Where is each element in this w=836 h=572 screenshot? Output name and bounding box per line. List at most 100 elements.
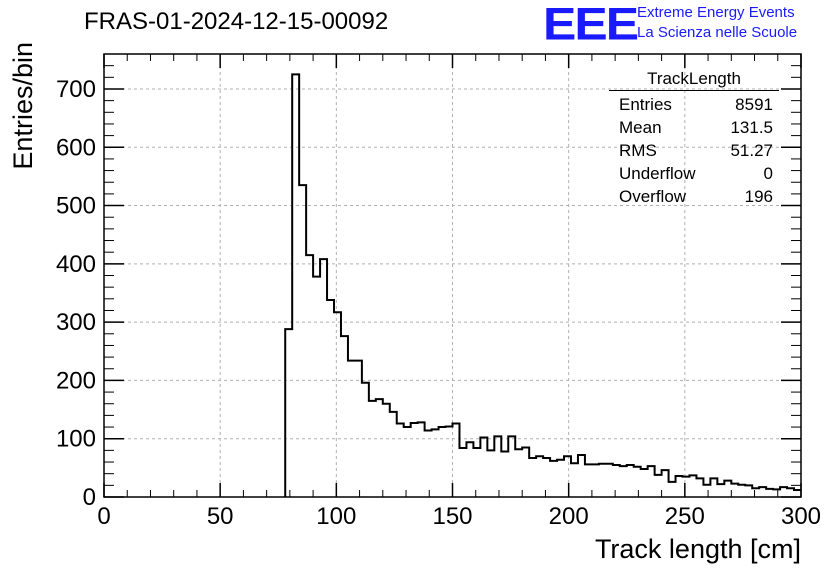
stats-value: 8591 xyxy=(735,95,773,114)
histogram-bin xyxy=(480,438,487,497)
histogram-bin xyxy=(648,466,655,497)
x-tick-label-50: 50 xyxy=(207,503,234,530)
histogram-bin xyxy=(550,461,557,497)
histogram-bin xyxy=(717,484,724,497)
histogram-bin xyxy=(724,481,731,497)
histogram-bin xyxy=(299,185,306,497)
y-tick-label-700: 700 xyxy=(56,76,96,103)
stats-row-mean: Mean 131.5 xyxy=(609,116,779,139)
histogram-bin xyxy=(320,259,327,497)
grid-lines xyxy=(104,54,801,497)
histogram-bin xyxy=(355,361,362,497)
histogram-bin xyxy=(334,312,341,497)
histogram-bin xyxy=(759,487,766,497)
histogram-bin xyxy=(508,436,515,497)
stats-label: Entries xyxy=(619,95,672,114)
histogram-bin xyxy=(306,255,313,497)
histogram-bin xyxy=(787,488,794,497)
histogram-bin xyxy=(390,412,397,497)
stats-row-underflow: Underflow 0 xyxy=(609,162,779,185)
stats-value: 51.27 xyxy=(730,141,773,160)
histogram-bin xyxy=(473,448,480,497)
stats-row-overflow: Overflow 196 xyxy=(609,185,779,208)
histogram-bin xyxy=(634,467,641,497)
x-tick-label-250: 250 xyxy=(665,503,705,530)
stats-title: TrackLength xyxy=(609,69,779,91)
histogram-bin xyxy=(446,426,453,497)
histogram-bin xyxy=(662,470,669,497)
histogram-bin xyxy=(362,383,369,497)
chart-title: FRAS-01-2024-12-15-00092 xyxy=(84,8,389,35)
histogram-bin xyxy=(404,427,411,497)
histogram-bin xyxy=(676,476,683,497)
histogram-bin xyxy=(439,427,446,497)
histogram-bin xyxy=(348,361,355,497)
histogram-bin xyxy=(557,460,564,497)
histogram-bin xyxy=(613,465,620,497)
histogram-bin xyxy=(641,469,648,497)
histogram-bin xyxy=(466,442,473,497)
tick-labels: 0 50 100 150 200 250 300 0 100 200 300 400 500 600 700 xyxy=(56,76,821,530)
stats-label: RMS xyxy=(619,141,657,160)
histogram-bin xyxy=(620,466,627,497)
y-tick-label-200: 200 xyxy=(56,367,96,394)
tagline-extreme-energy-events: Extreme Energy Events xyxy=(637,4,795,21)
histogram-bin xyxy=(655,475,662,497)
histogram-bin xyxy=(592,464,599,497)
y-tick-label-0: 0 xyxy=(83,484,96,511)
histogram-bin xyxy=(453,424,460,497)
y-tick-label-500: 500 xyxy=(56,193,96,220)
stats-label: Underflow xyxy=(619,164,696,183)
eee-logo: EEE xyxy=(543,0,639,50)
histogram-bin xyxy=(341,336,348,497)
axis-ticks xyxy=(103,53,802,498)
histogram-bin xyxy=(522,447,529,497)
histogram-bin xyxy=(745,485,752,497)
histogram-bin xyxy=(738,485,745,497)
histogram-bin xyxy=(703,485,710,497)
x-axis-label: Track length [cm] xyxy=(595,534,801,564)
y-axis-label: Entries/bin xyxy=(8,42,38,170)
y-tick-label-100: 100 xyxy=(56,426,96,453)
histogram-bin xyxy=(487,450,494,497)
histogram-bin xyxy=(418,422,425,497)
stats-value: 196 xyxy=(744,187,773,206)
histogram-bin xyxy=(627,465,634,497)
y-tick-label-600: 600 xyxy=(56,134,96,161)
histogram-bin xyxy=(599,464,606,497)
histogram-bin xyxy=(585,464,592,497)
stats-row-rms: RMS 51.27 xyxy=(609,139,779,162)
x-tick-label-300: 300 xyxy=(781,503,821,530)
histogram-bin xyxy=(773,489,780,497)
histogram-bin xyxy=(536,456,543,497)
x-tick-label-150: 150 xyxy=(432,503,472,530)
histogram-bin xyxy=(432,429,439,497)
histogram-bin xyxy=(683,477,690,497)
histogram-bin xyxy=(376,399,383,497)
histogram-bin xyxy=(689,475,696,497)
tagline-la-scienza: La Scienza nelle Scuole xyxy=(637,24,798,41)
histogram-bin xyxy=(327,300,334,497)
histogram-outline xyxy=(284,73,801,497)
stats-label: Overflow xyxy=(619,187,687,206)
histogram-bin xyxy=(696,478,703,497)
histogram-bin xyxy=(501,452,508,497)
y-tick-label-400: 400 xyxy=(56,251,96,278)
x-tick-label-0: 0 xyxy=(97,503,110,530)
histogram-bin xyxy=(731,484,738,497)
histogram-bin xyxy=(369,401,376,497)
histogram-bin xyxy=(543,458,550,497)
stats-label: Mean xyxy=(619,118,662,137)
histogram-bin xyxy=(494,436,501,497)
histogram-bin xyxy=(669,482,676,497)
histogram-bin xyxy=(529,458,536,497)
histogram-bin xyxy=(578,455,585,497)
histogram-bin xyxy=(710,478,717,497)
histogram-bin xyxy=(383,404,390,497)
histogram-bin xyxy=(571,463,578,497)
stats-value: 0 xyxy=(763,164,773,183)
histogram-bin xyxy=(292,74,299,497)
histogram-bin xyxy=(411,423,418,497)
stats-row-entries: Entries 8591 xyxy=(609,93,779,116)
